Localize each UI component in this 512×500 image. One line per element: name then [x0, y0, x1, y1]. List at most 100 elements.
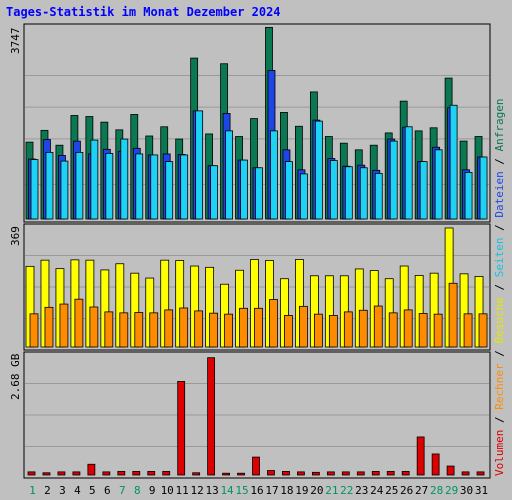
volumen-bar [192, 472, 201, 476]
seiten-bar [105, 153, 114, 220]
seiten-bar [300, 173, 308, 220]
volumen-bar [267, 470, 275, 476]
seiten-bar [314, 120, 323, 220]
volumen-bar [57, 471, 66, 476]
day-label: 16 [250, 484, 263, 497]
rechner-bar [104, 311, 114, 348]
volumen-bar [431, 453, 440, 476]
seiten-bar [285, 161, 293, 220]
day-label: 9 [149, 484, 156, 497]
day-label: 10 [161, 484, 174, 497]
rechner-bar [358, 309, 368, 348]
day-label: 22 [340, 484, 353, 497]
rechner-bar [463, 313, 473, 348]
rechner-bar [313, 313, 323, 348]
volumen-bar [252, 456, 260, 476]
day-label: 8 [134, 484, 141, 497]
seiten-bar [210, 165, 219, 220]
volumen-bar [132, 471, 141, 476]
day-label: 26 [400, 484, 413, 497]
day-label: 19 [295, 484, 308, 497]
day-label: 4 [74, 484, 81, 497]
volumen-bar [102, 471, 111, 476]
day-label: 27 [415, 484, 428, 497]
volumen-bar [297, 471, 305, 476]
seiten-bar [419, 161, 428, 220]
day-label: 17 [265, 484, 278, 497]
day-label: 29 [445, 484, 458, 497]
day-label: 7 [119, 484, 126, 497]
seiten-bar [255, 167, 263, 220]
rechner-bar [269, 299, 278, 348]
rechner-bar [418, 313, 428, 348]
legend-separator: / [493, 151, 506, 171]
rechner-bar [29, 313, 39, 348]
seiten-bar [45, 151, 54, 220]
day-label: 3 [59, 484, 66, 497]
day-label: 21 [325, 484, 338, 497]
seiten-bar [120, 138, 129, 220]
seiten-bar [150, 154, 159, 220]
rechner-bar [254, 307, 263, 348]
rechner-bar [209, 312, 219, 348]
seiten-bar [479, 156, 488, 220]
seiten-bar [60, 160, 69, 220]
seiten-bar [270, 130, 278, 220]
day-label: 20 [310, 484, 323, 497]
legend-besuche: Besuche [493, 297, 506, 343]
top-panel-max-label: 3747 [9, 28, 22, 55]
legend-rechner: Rechner [493, 363, 506, 410]
legend-volumen: Volumen [493, 430, 506, 476]
seiten-bar [374, 172, 383, 220]
legend-separator: / [493, 410, 506, 430]
rechner-bar [478, 313, 488, 348]
volumen-bar [446, 465, 455, 476]
day-label: 1 [29, 484, 36, 497]
day-label: 2 [44, 484, 51, 497]
rechner-bar [239, 307, 248, 348]
seiten-bar [135, 153, 144, 220]
series-legend: Volumen / Rechner / Besuche / Seiten / D… [493, 98, 506, 476]
day-label: 12 [191, 484, 204, 497]
volumen-bar [237, 472, 245, 476]
rechner-bar [149, 312, 159, 348]
legend-separator: / [493, 344, 506, 364]
volumen-bar [162, 471, 171, 476]
seiten-bar [359, 167, 368, 220]
volumen-bar [147, 471, 156, 476]
rechner-bar [74, 298, 84, 348]
rechner-bar [328, 315, 338, 348]
volumen-bar [311, 471, 320, 476]
seiten-bar [464, 171, 473, 220]
legend-separator: / [493, 218, 506, 238]
seiten-bar [195, 110, 204, 220]
legend-seiten: Seiten [493, 238, 506, 278]
day-label: 18 [280, 484, 293, 497]
day-label: 31 [475, 484, 488, 497]
seiten-bar [344, 166, 353, 220]
rechner-bar [44, 306, 54, 348]
rechner-bar [373, 305, 383, 348]
volumen-bar [27, 471, 36, 476]
rechner-bar [164, 309, 174, 348]
seiten-bar [404, 126, 413, 220]
bottom-panel-max-label: 2.68 GB [9, 353, 22, 400]
day-label: 14 [220, 484, 234, 497]
volumen-bar [356, 471, 365, 476]
rechner-bar [119, 312, 129, 348]
day-label: 28 [430, 484, 443, 497]
volumen-bar [42, 472, 51, 476]
day-label: 24 [370, 484, 384, 497]
seiten-bar [75, 151, 84, 220]
legend-anfragen: Anfragen [493, 98, 506, 151]
volumen-bar [401, 471, 410, 476]
seiten-bar [449, 104, 458, 220]
seiten-bar [329, 160, 338, 220]
seiten-bar [180, 154, 189, 220]
day-label: 25 [385, 484, 398, 497]
seiten-bar [240, 159, 248, 220]
seiten-bar [225, 130, 233, 220]
rechner-bar [299, 305, 308, 348]
x-axis-labels: 1 2 3 4 5 6 7 8 9 10 11 12 13 14 15 16 17 18 19 20 21 22 23 24 2… [29, 484, 488, 497]
rechner-bar [448, 282, 458, 348]
